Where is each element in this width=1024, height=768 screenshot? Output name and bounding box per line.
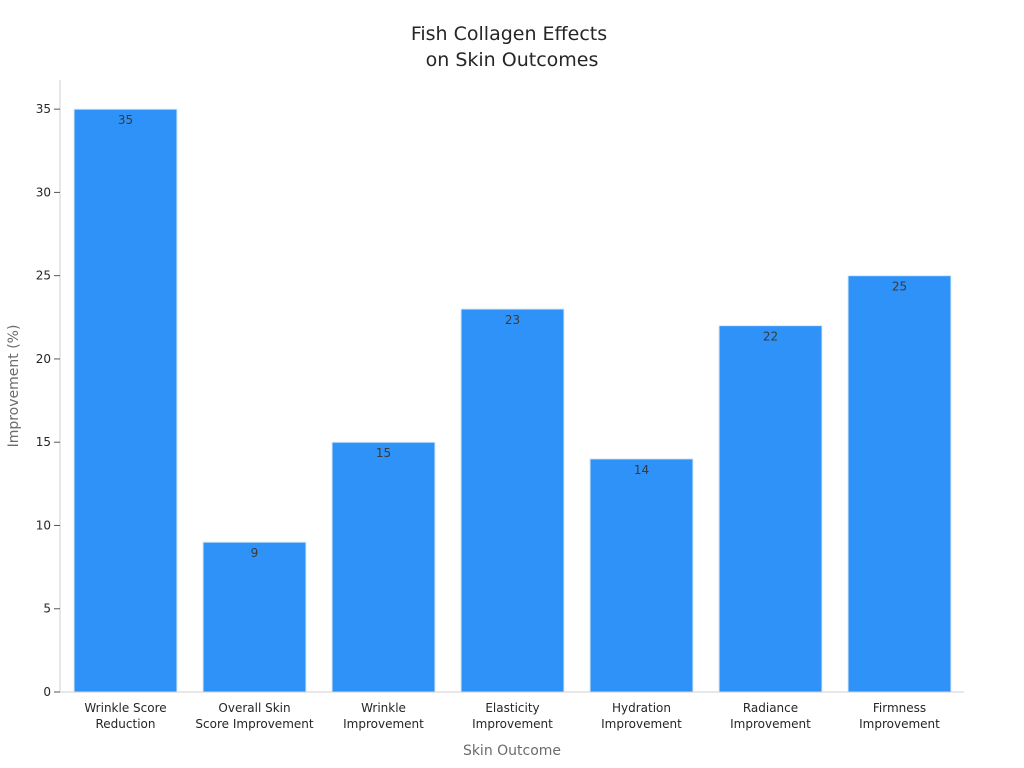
data-label-3: 23 [505, 313, 520, 327]
y-tick-label-2: 10 [36, 518, 51, 532]
y-tick-label-3: 15 [36, 435, 51, 449]
bar-4 [589, 458, 694, 693]
chart-title-line-2: on Skin Outcomes [426, 49, 599, 71]
x-tick-label-0: Wrinkle Score Reduction [84, 701, 166, 731]
data-label-4: 14 [634, 463, 649, 477]
chart-title-line-1: Fish Collagen Effects [411, 23, 607, 45]
bar-0 [73, 108, 178, 693]
y-axis-ticks: 0 5 10 15 20 25 30 35 [36, 102, 60, 699]
chart-title: Fish Collagen Effects on Skin Outcomes [411, 23, 613, 71]
y-tick-label-5: 25 [36, 269, 51, 283]
bars-group [73, 108, 952, 693]
data-label-5: 22 [763, 330, 778, 344]
x-tick-label-5: Radiance Improvement [730, 701, 811, 731]
x-tick-label-3: Elasticity Improvement [472, 701, 553, 731]
bar-5 [718, 325, 823, 693]
y-tick-label-7: 35 [36, 102, 51, 116]
x-axis-labels: Wrinkle Score Reduction Overall Skin Score … [84, 701, 940, 731]
y-tick-label-4: 20 [36, 352, 51, 366]
x-tick-label-4: Hydration Improvement [601, 701, 682, 731]
x-tick-label-1: Overall Skin Score Improvement [195, 701, 313, 731]
data-label-1: 9 [251, 546, 259, 560]
x-tick-label-6: Firmness Improvement [859, 701, 940, 731]
bar-3 [460, 308, 565, 693]
x-axis-title: Skin Outcome [463, 743, 561, 759]
x-tick-label-2: Wrinkle Improvement [343, 701, 424, 731]
bar-6 [847, 275, 952, 693]
bar-2 [331, 441, 436, 693]
data-label-0: 35 [118, 113, 133, 127]
y-tick-label-1: 5 [43, 602, 51, 616]
y-tick-label-6: 30 [36, 185, 51, 199]
data-label-2: 15 [376, 446, 391, 460]
data-labels-group: 35 9 15 23 14 22 25 [118, 113, 907, 560]
data-label-6: 25 [892, 280, 907, 294]
y-tick-label-0: 0 [43, 685, 51, 699]
bar-1 [202, 541, 307, 693]
y-axis-title: Improvement (%) [6, 325, 22, 448]
